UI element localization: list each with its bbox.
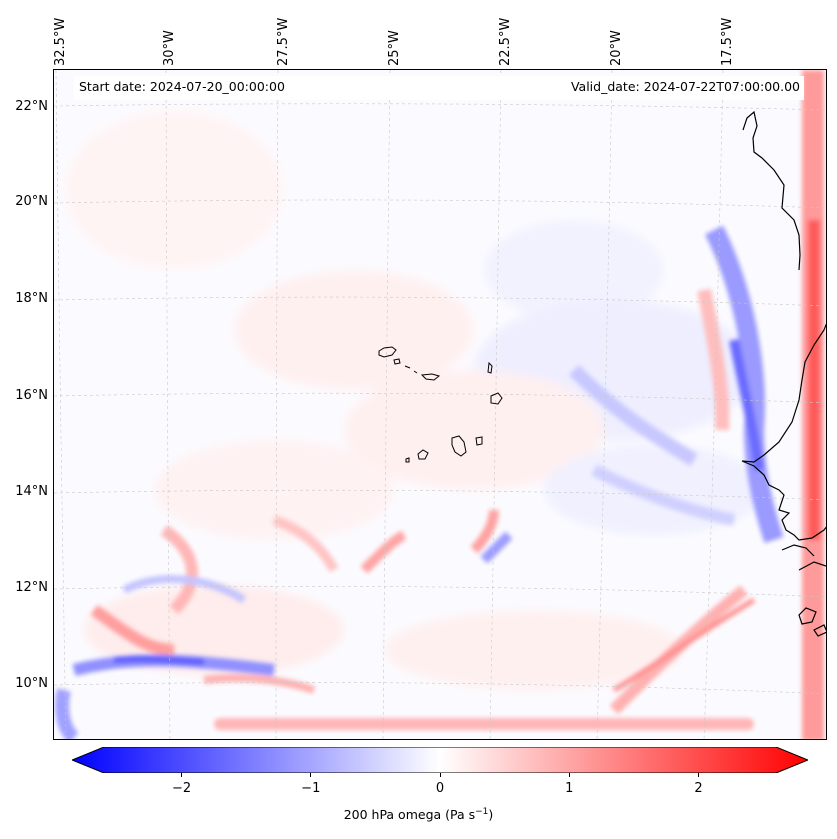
island-sao-nicolau: [420, 373, 441, 381]
colorbar-tick-1: 1: [565, 781, 574, 796]
gridlines: [54, 70, 826, 739]
colorbar-tick-neg2: −2: [171, 781, 192, 796]
start-date-label: Start date: 2024-07-20_00:00:00: [79, 79, 285, 94]
lat-label-12n: 12°N: [15, 580, 48, 595]
lat-label-20n: 20°N: [15, 194, 48, 209]
lon-label-22-5w: 22.5°W: [498, 17, 513, 66]
colorbar-tickmark-neg1: [310, 773, 312, 777]
lat-label-22n: 22°N: [15, 99, 48, 114]
island-sao-vicente: [393, 358, 401, 365]
colorbar-tickmark-neg2: [181, 773, 183, 777]
island-santa-luzia: [404, 365, 411, 369]
colorbar-body: [72, 747, 808, 773]
lon-label-30w: 30°W: [162, 30, 177, 66]
lon-label-20w: 20°W: [609, 30, 624, 66]
island-sal: [487, 361, 493, 374]
island-boa-vista: [490, 392, 503, 405]
cape-verde-islands: [378, 346, 503, 463]
colorbar-tickmark-2: [697, 773, 699, 777]
colorbar-label: 200 hPa omega (Pa s−1): [343, 807, 494, 823]
island-fogo: [417, 449, 429, 460]
island-brava: [405, 457, 410, 463]
map-panel: Start date: 2024-07-20_00:00:00 Valid_da…: [53, 69, 827, 740]
island-santiago: [451, 435, 467, 457]
colorbar-tick-2: 2: [694, 781, 703, 796]
lon-label-17-5w: 17.5°W: [720, 17, 735, 66]
valid-date-label: Valid_date: 2024-07-22T07:00:00.00: [570, 79, 800, 94]
header-strip: [74, 76, 804, 100]
island-santo-antao: [378, 346, 397, 358]
lon-label-32-5w: 32.5°W: [53, 17, 68, 66]
colorbar: [72, 747, 808, 773]
omega-field-features: [55, 70, 824, 739]
lat-label-18n: 18°N: [15, 291, 48, 306]
island-small-islet: [413, 370, 418, 374]
lat-label-16n: 16°N: [15, 388, 48, 403]
omega-field-map: [54, 70, 826, 739]
colorbar-tickmark-1: [568, 773, 570, 777]
colorbar-tick-0: 0: [435, 781, 445, 796]
island-maio: [475, 436, 483, 446]
lon-label-27-5w: 27.5°W: [276, 17, 291, 66]
african-coastline: [741, 110, 826, 637]
colorbar-tick-neg1: −1: [301, 781, 321, 796]
lat-label-14n: 14°N: [15, 484, 48, 499]
lat-label-10n: 10°N: [15, 676, 48, 691]
lon-label-25w: 25°W: [387, 30, 402, 66]
colorbar-tickmark-0: [439, 773, 441, 777]
